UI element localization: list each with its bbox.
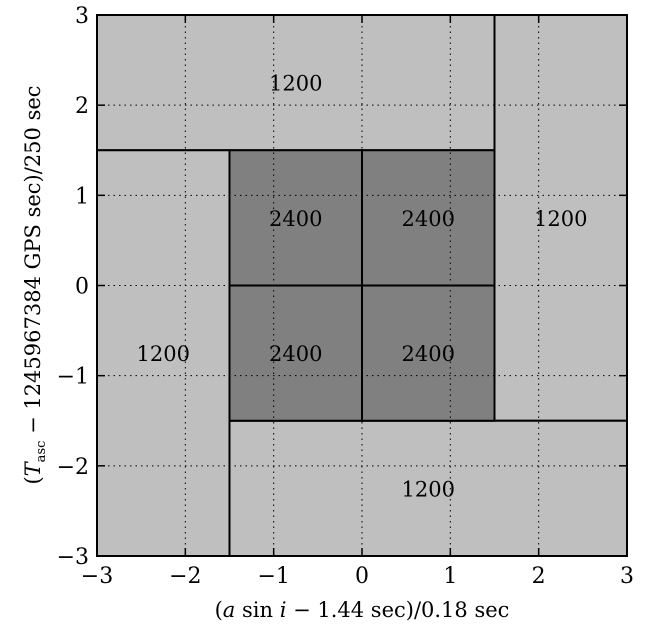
grid-layer — [97, 15, 627, 556]
x-tick-label: −1 — [257, 564, 289, 589]
x-tick-label: 3 — [620, 564, 634, 589]
region-label-2: 1200 — [402, 477, 455, 501]
regions-layer — [96, 14, 628, 557]
region-label-3: 1200 — [137, 342, 190, 366]
x-tick-label: 0 — [355, 564, 369, 589]
x-axis-label: (a sin i − 1.44 sec)/0.18 sec — [215, 598, 510, 622]
y-tick-label: 2 — [75, 94, 89, 119]
region-0 — [96, 14, 496, 152]
region-label-4: 2400 — [269, 207, 322, 231]
y-tick-label: 0 — [75, 275, 89, 300]
y-tick-label: −2 — [57, 455, 89, 480]
x-tick-label: −3 — [81, 564, 113, 589]
region-label-1: 1200 — [534, 207, 587, 231]
region-1 — [493, 14, 628, 422]
region-label-6: 2400 — [269, 342, 322, 366]
region-7 — [361, 284, 496, 422]
y-tick-label: −3 — [57, 545, 89, 570]
tick-layer: −3 −2 −1 0 1 2 3 −3 −2 −1 0 1 2 3 — [57, 4, 634, 589]
region-label-0: 1200 — [269, 72, 322, 96]
region-label-5: 2400 — [402, 207, 455, 231]
y-tick-label: −1 — [57, 365, 89, 390]
x-tick-label: 1 — [443, 564, 457, 589]
y-axis-label: (Tasc − 1245967384 GPS sec)/250 sec — [21, 85, 49, 484]
x-tick-label: 2 — [532, 564, 546, 589]
region-label-layer: 1200 1200 1200 1200 2400 2400 2400 2400 — [137, 72, 588, 502]
region-label-7: 2400 — [402, 342, 455, 366]
y-tick-label: 1 — [75, 184, 89, 209]
x-tick-label: −2 — [169, 564, 201, 589]
region-5 — [361, 149, 496, 287]
region-6 — [228, 284, 363, 422]
y-tick-label: 3 — [75, 4, 89, 29]
region-3 — [96, 149, 231, 557]
